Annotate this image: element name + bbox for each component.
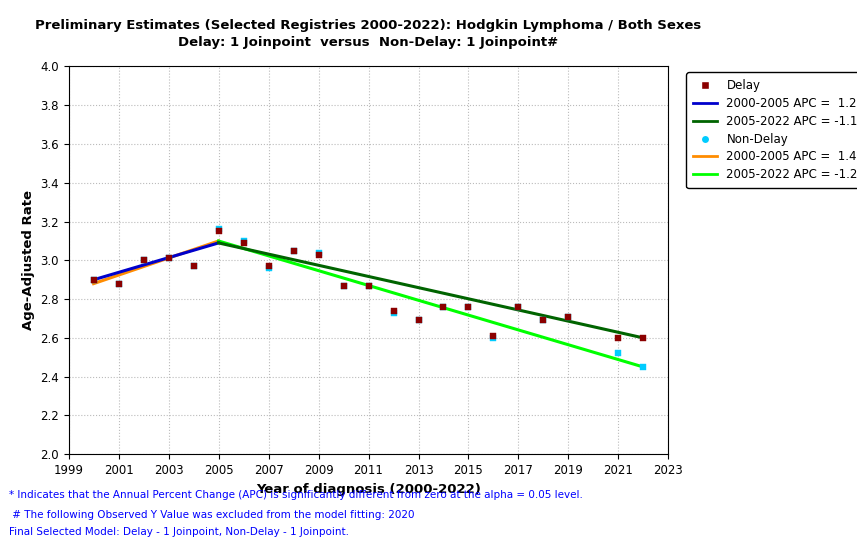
Point: [487, 331, 500, 340]
Point: [362, 281, 375, 290]
Point: [536, 316, 550, 325]
Point: [637, 334, 650, 342]
Legend: Delay, 2000-2005 APC =  1.2, 2005-2022 APC = -1.1*, Non-Delay, 2000-2005 APC =  : Delay, 2000-2005 APC = 1.2, 2005-2022 AP…: [686, 73, 857, 188]
Y-axis label: Age-Adjusted Rate: Age-Adjusted Rate: [21, 191, 34, 330]
Point: [411, 316, 425, 325]
Text: Final Selected Model: Delay - 1 Joinpoint, Non-Delay - 1 Joinpoint.: Final Selected Model: Delay - 1 Joinpoin…: [9, 527, 349, 537]
Point: [462, 302, 476, 311]
Point: [162, 254, 176, 263]
Point: [637, 362, 650, 371]
Point: [111, 279, 125, 288]
Point: [437, 302, 451, 311]
Point: [111, 279, 125, 288]
Point: [212, 227, 225, 236]
Point: [387, 306, 400, 315]
Point: [387, 308, 400, 317]
Point: [487, 334, 500, 342]
Point: [561, 312, 575, 321]
Text: * Indicates that the Annual Percent Change (APC) is significantly different from: * Indicates that the Annual Percent Chan…: [9, 490, 583, 500]
Point: [561, 312, 575, 321]
X-axis label: Year of diagnosis (2000-2022): Year of diagnosis (2000-2022): [256, 483, 481, 496]
Point: [212, 225, 225, 234]
Point: [87, 275, 100, 284]
Point: [162, 254, 176, 263]
Point: [362, 281, 375, 290]
Point: [536, 316, 550, 325]
Point: [137, 256, 151, 265]
Point: [286, 247, 300, 255]
Point: [261, 262, 275, 271]
Point: [187, 262, 201, 271]
Point: [87, 275, 100, 284]
Point: [187, 262, 201, 271]
Point: [337, 281, 351, 290]
Point: [462, 302, 476, 311]
Point: [512, 302, 525, 311]
Point: [237, 238, 250, 247]
Text: Delay: 1 Joinpoint  versus  Non-Delay: 1 Joinpoint#: Delay: 1 Joinpoint versus Non-Delay: 1 J…: [178, 36, 559, 49]
Point: [312, 248, 326, 257]
Text: # The following Observed Y Value was excluded from the model fitting: 2020: # The following Observed Y Value was exc…: [9, 510, 414, 520]
Point: [286, 247, 300, 255]
Point: [612, 349, 626, 358]
Point: [312, 250, 326, 259]
Point: [261, 264, 275, 273]
Point: [612, 334, 626, 342]
Point: [512, 302, 525, 311]
Point: [337, 281, 351, 290]
Point: [237, 237, 250, 245]
Point: [137, 256, 151, 265]
Point: [437, 302, 451, 311]
Text: Preliminary Estimates (Selected Registries 2000-2022): Hodgkin Lymphoma / Both S: Preliminary Estimates (Selected Registri…: [35, 19, 702, 32]
Point: [411, 316, 425, 325]
